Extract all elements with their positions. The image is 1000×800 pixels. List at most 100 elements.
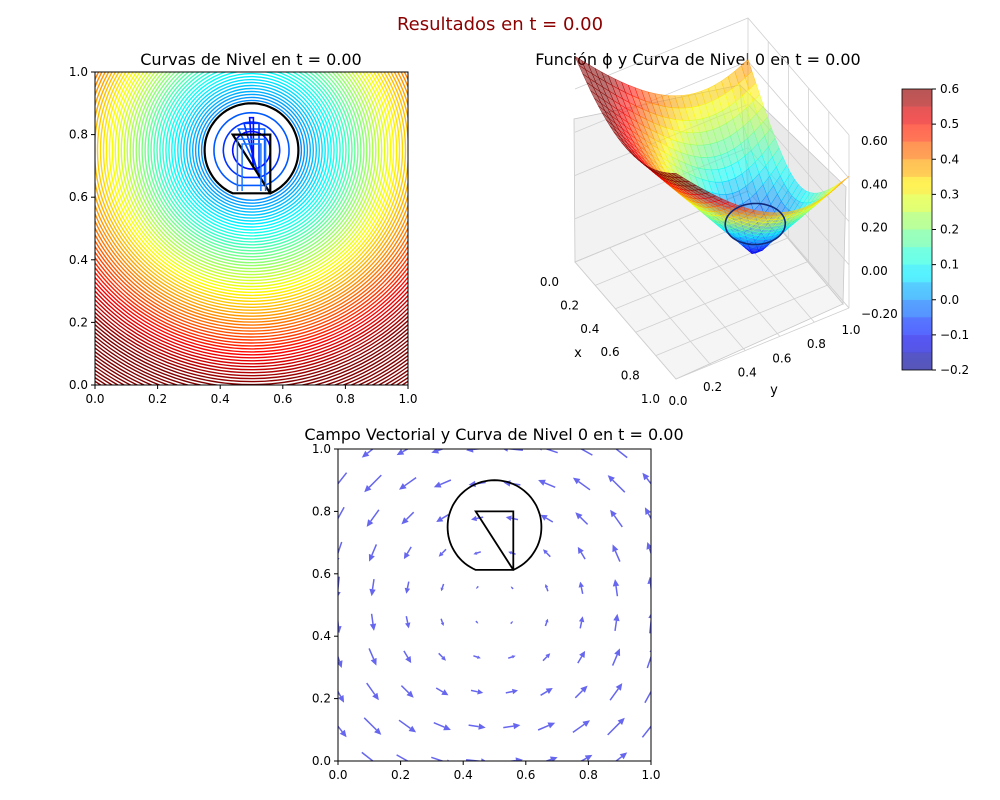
quiver-arrow [399,476,417,490]
contour-xtick-label: 0.2 [148,392,167,406]
quiver-ytick-label: 0.0 [312,754,331,768]
surface-floor-gridline [643,233,746,351]
contour-ytick-label: 0.0 [69,378,88,392]
quiver-arrow [572,720,590,734]
quiver-arrow [646,542,651,556]
quiver-arrow [361,449,375,458]
colorbar-tick-label: 0.5 [940,117,959,131]
quiver-ytick-label: 0.2 [312,692,331,706]
colorbar-tick-label: −0.2 [940,363,969,377]
contour-level-ring [96,72,407,305]
quiver-arrow [404,581,411,594]
quiver-arrow [537,722,556,731]
quiver-axes-frame [337,448,652,762]
contour-level-ring [177,75,326,225]
contour-level-ring [95,311,408,377]
quiver-arrow [609,683,623,701]
surface-ytick-label: 0.2 [703,380,722,394]
quiver-xtick-label: 0.4 [454,768,473,782]
contour-level-ring [95,72,408,323]
quiver-panel: Campo Vectorial y Curva de Nivel 0 en t … [304,425,683,782]
contour-level-ring [95,302,408,371]
surface-ytick-label: 0.6 [772,351,791,365]
contour-level-ring [95,280,408,356]
colorbar-band [902,334,932,353]
quiver-arrow [607,717,625,736]
quiver-ytick-label: 1.0 [312,442,331,456]
quiver-arrow [338,725,347,738]
colorbar-tick-label: 0.6 [940,82,959,96]
quiver-arrow [470,689,484,695]
surface-floor-gridline [609,247,711,366]
contour-xtick-label: 0.8 [336,392,355,406]
contour-ticks: 0.0 0.2 0.4 0.6 0.8 1.0 0.0 0.2 0.4 0.6 0.8 1.0 [69,65,418,406]
surface-floor-gridline [678,219,781,337]
contour-level-ring [95,250,408,338]
contour-level-ring [162,72,341,240]
quiver-arrow [577,650,586,664]
contour-level-ring [95,298,408,368]
quiver-arrow [433,479,452,488]
contour-level-ring [95,315,408,380]
contour-level-ring [188,87,314,213]
surface-ztick-label: 0.60 [861,134,888,148]
contour-level-ring [153,72,350,249]
quiver-ytick-label: 0.6 [312,567,331,581]
figure-suptitle: Resultados en t = 0.00 [397,14,603,35]
quiver-arrow [405,616,411,629]
surface-ytick-label: 0.8 [807,337,826,351]
contour-title: Curvas de Nivel en t = 0.00 [140,50,361,69]
colorbar-band [902,229,932,248]
surface-mesh [574,55,850,254]
contour-level-ring [95,256,408,341]
colorbar-band [902,282,932,300]
quiver-arrow [468,723,486,730]
contour-panel: Curvas de Nivel en t = 0.00 0.0 0.2 0.4 0.6… [69,50,418,406]
contour-ytick-label: 0.4 [69,253,88,267]
colorbar-band [902,124,932,142]
quiver-arrow [475,585,479,589]
quiver-arrow [503,722,521,730]
quiver-ytick-label: 0.4 [312,629,331,643]
contour-level-ring [95,319,408,383]
quiver-arrow [473,655,481,659]
contour-level-ring [159,72,344,243]
surface-ylabel: y [770,383,778,398]
colorbar-band [902,176,932,195]
contour-level-ring [185,84,318,216]
surface-ztick-label: 0.00 [861,264,888,278]
surface-floor-gridline [635,260,809,333]
contour-level-ring [95,239,408,332]
surface-zero-level [724,202,787,246]
quiver-arrow [542,653,551,662]
colorbar-band [902,89,932,107]
contour-level-ring [132,72,371,270]
surface-zero-curve [724,202,787,246]
contour-ytick-label: 1.0 [69,65,88,79]
contour-level-ring [95,72,408,314]
quiver-arrow [431,449,445,454]
quiver-arrow [438,548,447,557]
colorbar-tick-label: 0.3 [940,187,959,201]
contour-inner-level [222,121,281,179]
quiver-ticks: 0.0 0.2 0.4 0.6 0.8 1.0 0.0 0.2 0.4 0.6 0.8 1.0 [312,442,661,782]
quiver-arrow [508,551,516,555]
contour-zero-level [203,102,300,195]
contour-level-ring [123,72,380,279]
contour-ytick-label: 0.6 [69,190,88,204]
contour-level-ring [95,289,408,362]
quiver-arrow [398,719,417,733]
surface-ticks: 0.00.20.40.60.81.0 0.00.20.40.60.81.00.60… [540,134,898,408]
quiver-arrow [611,648,621,666]
quiver-arrow [396,449,410,456]
contour-ytick-label: 0.2 [69,315,88,329]
contour-level-ring [150,72,353,252]
contour-level-ring [117,72,386,285]
colorbar-band [902,211,932,230]
quiver-arrow [435,687,449,696]
quiver-xtick-label: 0.8 [579,768,598,782]
colorbar-tick-label: 0.0 [940,293,959,307]
colorbar-band [902,194,932,212]
quiver-arrow [366,509,380,527]
